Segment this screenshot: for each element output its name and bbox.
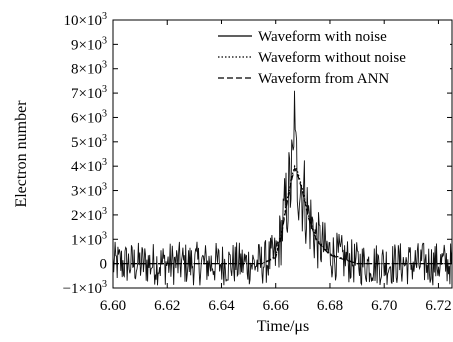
plot-frame [112, 19, 453, 289]
x-axis-title: Time/μs [257, 318, 309, 335]
legend-label: Waveform with noise [258, 29, 387, 45]
y-tick-label: 8×103 [71, 60, 107, 78]
y-tick-label: 2×103 [71, 206, 107, 224]
legend: Waveform with noise Waveform without nois… [210, 24, 450, 87]
legend-label: Waveform from ANN [258, 71, 389, 87]
y-tick-label: 5×103 [71, 133, 107, 151]
y-axis-title: Electron number [13, 100, 30, 208]
legend-background [210, 24, 450, 82]
x-tick-label: 6.64 [208, 298, 235, 314]
y-tick-label: −1×103 [63, 279, 107, 297]
x-tick-label: 6.72 [425, 298, 451, 314]
y-tick-label: 9×103 [71, 35, 107, 53]
series-layer [112, 90, 453, 287]
series-waveform-from-ann [113, 167, 452, 265]
x-tick-label: 6.70 [371, 298, 397, 314]
legend-label: Waveform without noise [258, 50, 406, 66]
y-tick-label: 10×103 [64, 11, 107, 29]
y-tick-label: 6×103 [71, 108, 107, 126]
y-tick-label: 7×103 [71, 84, 107, 102]
y-tick-label: 1×103 [71, 230, 107, 248]
x-tick-label: 6.62 [154, 298, 180, 314]
ticks-layer: 6.60 6.62 6.64 6.66 6.68 6.70 6.72 −1×103 0 1×103… [63, 11, 452, 314]
x-tick-label: 6.66 [263, 298, 290, 314]
y-tick-label: 4×103 [71, 157, 107, 175]
y-tick-label: 0 [100, 257, 108, 273]
x-tick-label: 6.60 [100, 298, 126, 314]
series-waveform-with-noise [112, 90, 453, 287]
y-tick-label: 3×103 [71, 182, 107, 200]
series-waveform-without-noise [113, 164, 452, 265]
x-tick-label: 6.68 [317, 298, 343, 314]
